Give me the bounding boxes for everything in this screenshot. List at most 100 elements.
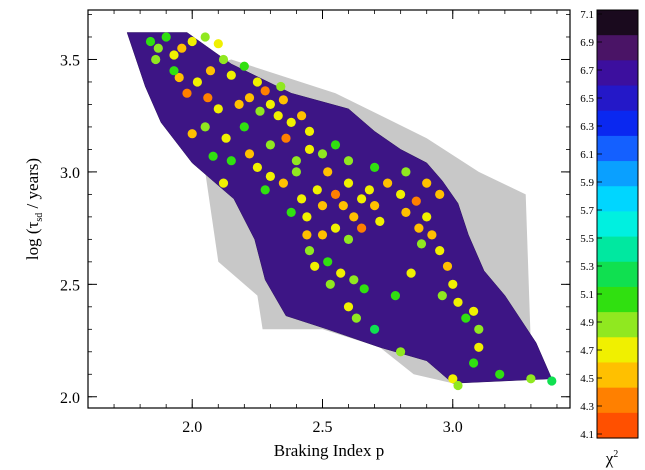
- colorbar-band: [597, 236, 638, 263]
- data-point: [495, 369, 505, 379]
- colorbar-band: [597, 211, 638, 238]
- data-point: [255, 106, 265, 116]
- data-point: [304, 246, 315, 256]
- data-point: [286, 117, 296, 127]
- data-point: [317, 149, 328, 159]
- data-point: [218, 54, 229, 65]
- colorbar-tick-label: 4.9: [580, 317, 594, 329]
- colorbar-tick-label: 4.3: [580, 401, 594, 413]
- colorbar-tick-label: 6.7: [580, 65, 594, 77]
- data-point: [278, 178, 288, 188]
- colorbar-tick-label: 6.3: [580, 121, 594, 133]
- colorbar-frame: [596, 9, 639, 439]
- data-point: [330, 189, 341, 199]
- data-point: [422, 212, 432, 222]
- data-point: [317, 201, 328, 211]
- data-point: [461, 313, 471, 323]
- colorbar-tick-label: 7.1: [580, 9, 594, 21]
- colorbar-band: [597, 35, 638, 61]
- y-axis-label-subscript: sd: [34, 213, 45, 222]
- data-point: [435, 246, 445, 256]
- data-point: [174, 72, 184, 83]
- colorbar-tick-label: 4.7: [580, 345, 594, 357]
- data-point: [330, 140, 341, 150]
- colorbar-band: [597, 135, 638, 162]
- data-point: [414, 223, 424, 233]
- data-point: [265, 99, 275, 109]
- colorbar-band: [597, 60, 638, 87]
- colorbar-band: [597, 362, 638, 389]
- data-point: [357, 223, 367, 233]
- data-point: [401, 167, 411, 177]
- colorbar-tick-label: 5.9: [580, 177, 594, 189]
- data-point: [265, 171, 275, 181]
- data-point: [304, 126, 315, 136]
- colorbar-tick-label: 6.1: [580, 149, 594, 161]
- y-tick-label: 3.0: [60, 165, 80, 182]
- colorbar-band: [597, 110, 638, 137]
- data-point: [401, 207, 411, 217]
- data-point: [343, 234, 354, 244]
- colorbar-band: [597, 387, 638, 414]
- data-point: [286, 207, 296, 217]
- data-point: [304, 144, 315, 154]
- data-point: [297, 194, 307, 204]
- data-point: [370, 201, 380, 211]
- y-axis-label: log (τsd / years): [23, 158, 45, 260]
- data-point: [437, 291, 447, 301]
- data-point: [244, 149, 255, 159]
- data-point: [187, 129, 197, 139]
- data-point: [244, 93, 255, 103]
- data-point: [200, 32, 210, 42]
- data-point: [203, 93, 213, 103]
- colorbar: 7.1 6.9 6.7 6.5 6.3 6.1 5.9 5.7 5.5 5.3 5.1 4.9 4.7 4…: [580, 9, 639, 441]
- data-point: [221, 133, 231, 143]
- data-point: [260, 185, 270, 195]
- data-point: [205, 66, 216, 76]
- data-point: [278, 95, 288, 105]
- data-point: [442, 261, 453, 271]
- data-point: [336, 268, 346, 278]
- x-tick-label: 2.5: [312, 419, 332, 436]
- data-point: [406, 268, 416, 278]
- colorbar-tick-label: 6.5: [580, 93, 594, 105]
- colorbar-band: [597, 186, 638, 213]
- colorbar-band: [597, 337, 638, 364]
- data-point: [469, 358, 479, 368]
- data-point: [317, 230, 328, 240]
- data-point: [411, 196, 421, 206]
- data-point: [448, 279, 458, 289]
- data-point: [276, 81, 286, 92]
- data-point: [145, 36, 156, 47]
- data-point: [469, 306, 479, 316]
- colorbar-band: [597, 312, 638, 338]
- colorbar-title-sup: 2: [613, 449, 618, 460]
- data-point: [265, 140, 275, 150]
- scatter-points: [145, 32, 557, 391]
- data-point: [234, 99, 244, 109]
- data-point: [435, 189, 445, 199]
- data-point: [213, 104, 223, 114]
- data-point: [422, 178, 432, 188]
- x-axis-label: Braking Index p: [274, 441, 384, 460]
- data-point: [474, 324, 484, 334]
- data-point: [474, 342, 484, 352]
- y-axis-label-main: log (τ: [23, 221, 42, 260]
- colorbar-tick-label: 4.5: [580, 373, 594, 385]
- data-point: [416, 239, 427, 249]
- data-point: [453, 380, 463, 391]
- data-point: [343, 178, 354, 188]
- data-point: [218, 178, 229, 188]
- colorbar-tick-label: 6.9: [580, 37, 594, 49]
- data-point: [281, 133, 291, 143]
- plot-area: 2.0 2.5 3.0 2.0 2.5 3.0 3.5: [60, 9, 571, 436]
- data-point: [396, 347, 406, 357]
- colorbar-tick-label: 5.5: [580, 233, 594, 245]
- data-point: [239, 61, 249, 71]
- data-point: [357, 194, 367, 204]
- y-tick-label: 2.0: [60, 390, 80, 407]
- data-point: [226, 156, 236, 166]
- data-point: [302, 212, 312, 222]
- colorbar-tick-label: 5.1: [580, 289, 594, 301]
